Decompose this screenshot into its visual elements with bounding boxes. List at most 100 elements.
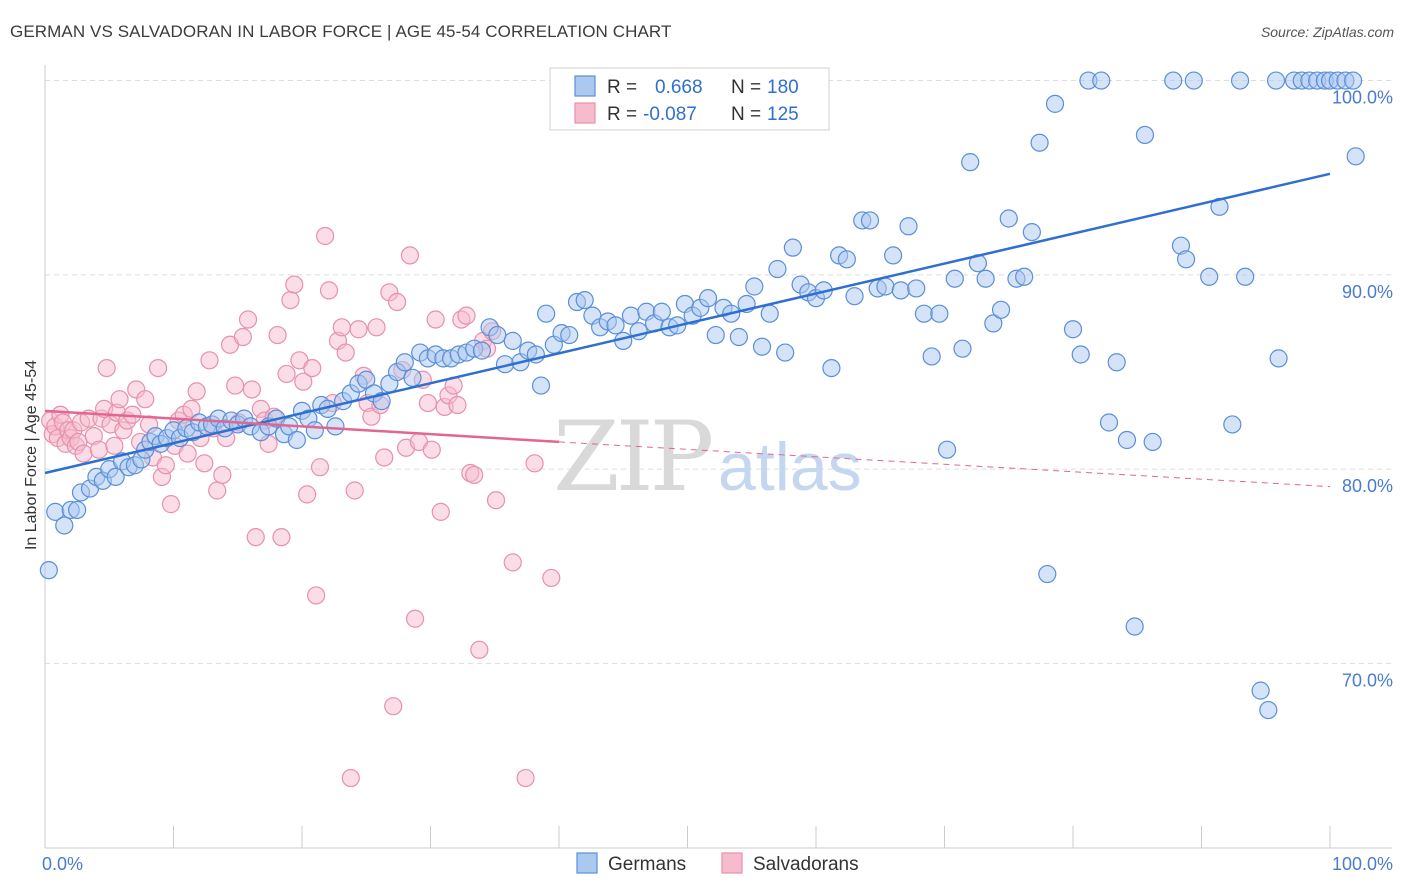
- salvadoran-point-55: [246, 528, 265, 547]
- legend-swatch-germans: [574, 75, 596, 97]
- german-point-67: [503, 331, 522, 350]
- german-point-123: [930, 304, 949, 323]
- salvadoran-point-46: [208, 481, 227, 500]
- german-point-112: [845, 287, 864, 306]
- salvadoran-point-79: [349, 320, 368, 339]
- german-point-155: [1223, 415, 1242, 434]
- salvadoran-point-85: [375, 448, 394, 467]
- salvadoran-point-95: [418, 393, 438, 413]
- german-point-72: [537, 304, 556, 323]
- bottom-legend-germans: Germans: [608, 854, 686, 875]
- german-point-147: [1135, 125, 1155, 145]
- germans-points: [39, 71, 1365, 720]
- salvadoran-point-83: [367, 318, 386, 337]
- salvadoran-point-113: [516, 768, 535, 788]
- salvadoran-point-47: [213, 465, 232, 485]
- german-point-41: [305, 421, 324, 440]
- german-point-121: [914, 304, 934, 323]
- salvadoran-point-69: [307, 586, 326, 605]
- german-point-116: [876, 277, 895, 296]
- salvadoran-point-92: [405, 609, 425, 628]
- legend-r-value-germans: 0.668: [655, 77, 703, 98]
- german-point-4: [68, 500, 87, 520]
- source-label: Source: ZipAtlas.com: [1260, 24, 1394, 40]
- german-point-142: [1092, 71, 1111, 90]
- axes: [44, 65, 1392, 849]
- watermark-atlas: atlas: [718, 429, 862, 505]
- german-point-75: [560, 325, 579, 345]
- german-point-97: [729, 327, 749, 347]
- salvadorans-trend-extension: [558, 441, 1331, 488]
- german-point-48: [357, 370, 376, 389]
- german-point-101: [760, 304, 779, 323]
- trend-lines: [44, 172, 1331, 488]
- german-point-99: [745, 277, 764, 296]
- salvadoran-point-61: [272, 528, 291, 547]
- y-tick-labels: 70.0% 80.0% 90.0% 100.0%: [1332, 88, 1393, 691]
- y-tick-label-1: 80.0%: [1342, 476, 1393, 496]
- german-point-143: [1099, 413, 1119, 432]
- german-point-104: [783, 238, 802, 257]
- salvadoran-point-34: [156, 456, 175, 475]
- german-point-157: [1236, 267, 1255, 286]
- salvadoran-point-54: [242, 380, 261, 399]
- german-point-160: [1266, 71, 1286, 90]
- legend-n-label-germans: N =: [731, 77, 761, 98]
- german-point-159: [1259, 700, 1278, 720]
- chart-title: GERMAN VS SALVADORAN IN LABOR FORCE | AG…: [10, 22, 672, 41]
- german-point-77: [575, 290, 594, 310]
- german-point-103: [776, 343, 795, 362]
- german-point-100: [752, 337, 772, 356]
- german-point-122: [922, 347, 941, 366]
- legend-n-value-salvadorans: 125: [767, 104, 799, 125]
- german-point-135: [1022, 222, 1041, 242]
- german-point-138: [1045, 94, 1065, 113]
- german-point-170: [1344, 71, 1363, 90]
- salvadoran-point-13: [74, 444, 93, 463]
- x-tick-labels: 0.0% 100.0%: [42, 854, 1393, 874]
- y-tick-label-3: 100.0%: [1332, 88, 1393, 108]
- german-point-126: [953, 339, 972, 358]
- german-point-83: [621, 306, 641, 325]
- salvadoran-point-111: [486, 491, 506, 510]
- salvadoran-point-23: [110, 390, 129, 409]
- salvadoran-point-104: [457, 306, 476, 325]
- salvadorans-points: [41, 226, 561, 788]
- salvadoran-point-60: [268, 325, 287, 345]
- salvadoran-point-29: [136, 390, 155, 409]
- salvadoran-point-62: [277, 364, 296, 384]
- german-point-87: [652, 302, 671, 321]
- german-point-119: [899, 217, 918, 236]
- salvadoran-point-32: [148, 358, 168, 378]
- x-tick-label-0: 0.0%: [42, 854, 83, 874]
- german-point-53: [395, 353, 414, 372]
- german-point-124: [937, 440, 957, 459]
- salvadoran-point-67: [298, 485, 317, 504]
- german-point-139: [1063, 320, 1083, 339]
- german-point-94: [706, 325, 725, 345]
- salvadoran-point-16: [89, 440, 109, 459]
- german-point-114: [860, 211, 880, 230]
- german-point-137: [1038, 564, 1057, 584]
- salvadoran-point-112: [503, 553, 522, 572]
- salvadoran-point-63: [281, 290, 300, 310]
- legend-swatch-salvadorans: [574, 102, 596, 124]
- salvadoran-point-96: [422, 440, 441, 459]
- german-point-130: [984, 314, 1003, 333]
- watermark-zip: ZIP: [553, 401, 712, 513]
- salvadoran-point-53: [238, 310, 258, 329]
- german-point-111: [837, 250, 856, 269]
- german-point-161: [1269, 349, 1288, 368]
- german-point-149: [1164, 71, 1183, 90]
- german-point-109: [822, 358, 841, 378]
- salvadoran-point-50: [226, 376, 245, 395]
- german-point-134: [1015, 267, 1034, 286]
- legend-box: [549, 67, 830, 131]
- german-point-131: [991, 300, 1011, 319]
- salvadoran-point-97: [426, 310, 445, 329]
- bottom-legend-swatch-salvadorans: [721, 852, 743, 874]
- legend-r-label-germans: R =: [607, 77, 637, 98]
- legend-n-label-salvadorans: N =: [731, 104, 761, 125]
- legend-r-label-salvadorans: R =: [607, 104, 637, 125]
